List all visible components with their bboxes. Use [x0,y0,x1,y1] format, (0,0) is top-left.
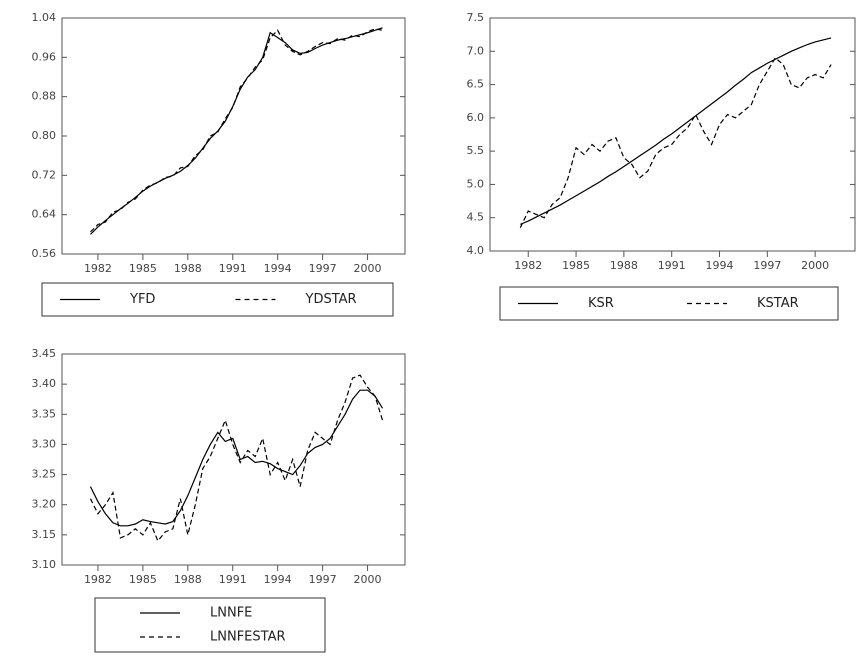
legend-box [41,282,394,317]
x-tick-label: 1997 [753,259,781,272]
x-tick-label: 1991 [658,259,686,272]
legend-label: YDSTAR [305,292,357,307]
y-tick-label: 3.45 [32,347,57,360]
y-tick-label: 3.20 [32,498,57,511]
y-tick-label: 0.88 [32,90,57,103]
y-tick-label: 0.56 [32,247,57,260]
legend-label: YFD [129,292,155,307]
legend-label: LNNFESTAR [210,630,286,645]
plot-frame [489,17,856,252]
x-tick-label: 1988 [610,259,638,272]
y-tick-label: 0.96 [32,50,57,63]
y-tick-label: 3.35 [32,407,57,420]
legend-box [499,286,839,321]
data-line [90,28,383,233]
x-tick-label: 1982 [514,259,542,272]
x-tick-label: 1991 [219,573,247,586]
data-line [520,37,832,225]
y-tick-label: 6.0 [467,111,485,124]
x-tick-label: 1991 [219,262,247,275]
x-tick-label: 1982 [84,573,112,586]
x-tick-label: 1994 [706,259,734,272]
legend-label: KSR [588,296,614,311]
x-tick-label: 2000 [801,259,829,272]
x-tick-label: 1997 [309,262,337,275]
y-tick-label: 3.10 [32,558,57,571]
plot-frame [61,353,406,566]
x-tick-label: 1985 [129,262,157,275]
legend-label: KSTAR [757,296,799,311]
y-tick-label: 5.5 [467,144,485,157]
data-line [89,374,384,543]
y-tick-label: 4.5 [467,211,485,224]
x-tick-label: 1982 [84,262,112,275]
y-tick-label: 7.5 [467,11,485,24]
y-tick-label: 7.0 [467,44,485,57]
data-line [90,27,383,235]
x-tick-label: 1985 [562,259,590,272]
y-tick-label: 3.25 [32,468,57,481]
y-tick-label: 0.64 [32,208,57,221]
x-tick-label: 1994 [264,262,292,275]
plot-frame [61,17,406,255]
x-tick-label: 2000 [354,262,382,275]
x-tick-label: 1988 [174,573,202,586]
y-tick-label: 3.40 [32,377,57,390]
x-tick-label: 2000 [354,573,382,586]
y-tick-label: 3.15 [32,528,57,541]
y-tick-label: 6.5 [467,78,485,91]
legend-label: LNNFE [210,606,252,621]
x-tick-label: 1994 [264,573,292,586]
legend-box [94,597,326,653]
x-tick-label: 1997 [309,573,337,586]
y-tick-label: 0.80 [32,129,57,142]
data-line [519,57,832,228]
y-tick-label: 0.72 [32,168,57,181]
y-tick-label: 3.30 [32,437,57,450]
y-tick-label: 1.04 [32,11,57,24]
y-tick-label: 4.0 [467,244,485,257]
data-line [89,389,384,527]
y-tick-label: 5.0 [467,177,485,190]
x-tick-label: 1985 [129,573,157,586]
x-tick-label: 1988 [174,262,202,275]
